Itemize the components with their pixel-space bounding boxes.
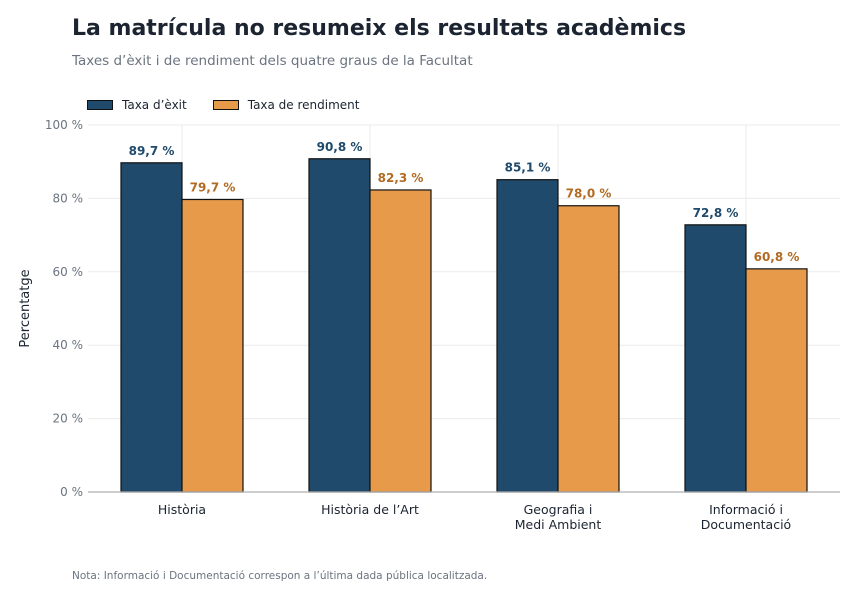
data-label-rendiment: 79,7 % [190, 181, 236, 195]
legend-label-rendiment: Taxa de rendiment [247, 98, 360, 112]
data-label-exit: 72,8 % [693, 206, 739, 220]
x-tick-label: Història de l’Art [321, 502, 419, 517]
bar-rendiment [557, 205, 620, 493]
bar-exit [684, 224, 747, 493]
y-tick-label: 80 % [53, 191, 84, 205]
legend-label-exit: Taxa d’èxit [122, 98, 187, 112]
y-tick-label: 40 % [53, 338, 84, 352]
y-tick-label: 0 % [60, 485, 83, 499]
y-tick-label: 100 % [45, 118, 83, 132]
x-tick-label: Medi Ambient [515, 517, 602, 532]
bar-exit [308, 158, 371, 493]
legend-item-exit: Taxa d’èxit [87, 98, 187, 112]
legend: Taxa d’èxit Taxa de rendiment [87, 98, 386, 112]
bar-rendiment [745, 268, 808, 493]
footnote: Nota: Informació i Documentació correspo… [72, 570, 488, 582]
chart-title: La matrícula no resumeix els resultats a… [72, 16, 687, 41]
legend-swatch-exit [87, 100, 113, 110]
y-tick-label: 60 % [53, 265, 84, 279]
bar-rendiment [369, 189, 432, 493]
data-label-exit: 89,7 % [129, 144, 175, 158]
bar-exit [120, 162, 183, 493]
x-tick-label: Història [158, 502, 206, 517]
data-label-rendiment: 60,8 % [754, 250, 800, 264]
legend-swatch-rendiment [212, 100, 239, 110]
bar-exit [496, 179, 559, 493]
chart-subtitle: Taxes d’èxit i de rendiment dels quatre … [72, 53, 473, 69]
y-axis-label: Percentatge [18, 269, 33, 347]
data-label-exit: 90,8 % [317, 140, 363, 154]
data-label-exit: 85,1 % [505, 161, 551, 175]
x-tick-label: Informació i [709, 502, 783, 517]
x-tick-label: Geografia i [524, 502, 593, 517]
x-tick-label: Documentació [701, 517, 791, 532]
legend-item-rendiment: Taxa de rendiment [212, 98, 360, 112]
data-label-rendiment: 82,3 % [378, 171, 424, 185]
data-label-rendiment: 78,0 % [566, 187, 612, 201]
y-tick-label: 20 % [53, 412, 84, 426]
bar-rendiment [181, 198, 244, 493]
